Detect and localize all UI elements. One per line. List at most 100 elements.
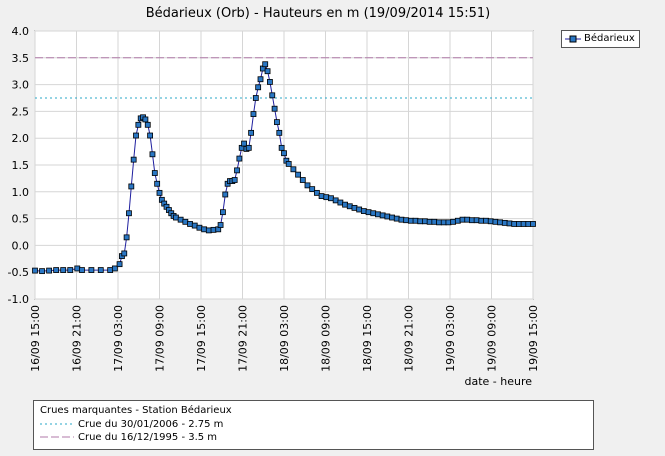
data-point <box>252 95 259 101</box>
x-tick-label: 16/09 21:00 <box>71 305 84 372</box>
data-point <box>360 208 367 214</box>
data-point <box>309 186 316 193</box>
data-point <box>473 217 480 224</box>
data-point <box>255 84 262 91</box>
data-point <box>267 79 273 85</box>
data-point <box>478 217 485 224</box>
legend-marker <box>565 35 581 43</box>
data-point <box>269 92 276 99</box>
data-point <box>384 213 391 220</box>
data-point <box>271 105 278 112</box>
data-point <box>241 140 247 147</box>
data-point <box>407 217 414 224</box>
data-point <box>497 219 504 226</box>
data-point <box>154 180 161 187</box>
y-axis-ticks: 4.0 3.5 3.0 2.5 2.0 1.5 1.0 0.5 0.0 -0.5 -1.0 <box>8 25 29 306</box>
y-tick-label: 0.5 <box>12 213 30 226</box>
data-point <box>431 218 438 225</box>
x-tick-label: 18/09 21:00 <box>403 305 416 372</box>
x-tick-label: 18/09 03:00 <box>278 305 291 372</box>
reference-lines <box>35 57 533 99</box>
data-point <box>445 219 452 226</box>
data-point <box>97 267 104 273</box>
data-point <box>234 167 240 174</box>
x-tick-label: 18/09 09:00 <box>320 305 333 372</box>
data-point <box>191 222 198 229</box>
data-point <box>231 177 238 183</box>
data-point <box>356 206 363 213</box>
data-point <box>426 218 433 225</box>
data-point <box>370 210 377 217</box>
data-point <box>121 250 128 257</box>
y-tick-label: 4.0 <box>12 25 30 38</box>
reference-notes: Crues marquantes - Station Bédarieux Cru… <box>33 400 594 450</box>
x-tick-label: 19/09 09:00 <box>486 305 499 372</box>
data-point <box>290 166 297 173</box>
x-tick-label: 17/09 21:00 <box>237 305 250 372</box>
data-point <box>147 132 154 139</box>
data-point <box>365 209 372 216</box>
data-point <box>151 170 158 176</box>
data-point <box>222 191 229 198</box>
data-point <box>149 151 156 158</box>
data-point <box>74 265 81 272</box>
data-point <box>487 218 494 225</box>
data-point <box>142 116 149 123</box>
data-point <box>274 119 280 126</box>
data-point <box>342 201 348 208</box>
data-point <box>516 221 522 227</box>
y-tick-label: 3.0 <box>12 79 30 92</box>
data-point <box>257 76 264 83</box>
data-point <box>398 216 405 223</box>
data-point <box>464 216 471 223</box>
legend-label: Bédarieux <box>584 33 635 44</box>
data-point <box>123 234 130 241</box>
data-point <box>351 204 358 211</box>
y-tick-label: -1.0 <box>8 293 29 306</box>
x-axis-ticks: 16/09 15:00 16/09 21:00 17/09 03:00 17/09 0… <box>29 305 540 372</box>
x-tick-label: 17/09 15:00 <box>195 305 208 372</box>
data-point <box>276 129 283 136</box>
x-tick-label: 17/09 09:00 <box>154 305 167 372</box>
notes-title: Crues marquantes - Station Bédarieux <box>40 405 232 416</box>
data-point <box>403 217 410 224</box>
data-point <box>422 218 428 225</box>
data-point <box>440 219 447 226</box>
data-point <box>39 268 45 275</box>
data-point <box>250 111 257 117</box>
x-axis-label: date - heure <box>464 375 532 388</box>
data-point <box>107 267 114 273</box>
note-text: Crue du 16/12/1995 - 3.5 m <box>78 432 218 443</box>
dotted-line-icon <box>40 423 74 425</box>
data-point <box>295 171 301 178</box>
data-point <box>130 156 137 163</box>
data-point <box>187 221 193 227</box>
data-point <box>412 217 419 224</box>
data-point <box>133 132 139 139</box>
data-point <box>67 267 74 273</box>
data-point <box>128 183 135 190</box>
data-point <box>393 215 400 222</box>
data-point <box>454 217 461 224</box>
data-point <box>126 210 132 217</box>
data-point <box>379 212 386 219</box>
data-point <box>135 121 142 128</box>
data-point <box>511 221 518 227</box>
data-point <box>436 219 442 226</box>
data-point <box>525 221 532 227</box>
y-tick-label: 3.5 <box>12 52 30 65</box>
data-point <box>459 216 466 223</box>
data-point <box>389 214 395 221</box>
dashed-line-icon <box>40 436 74 438</box>
data-point <box>337 199 344 206</box>
series-bedarieux <box>32 61 536 275</box>
data-point <box>450 218 457 225</box>
data-point <box>248 129 255 136</box>
data-point <box>285 161 292 167</box>
note-crue-2006: Crue du 30/01/2006 - 2.75 m <box>40 419 223 430</box>
x-tick-label: 17/09 03:00 <box>112 305 125 372</box>
data-point <box>210 226 217 233</box>
data-point <box>346 203 353 210</box>
data-point <box>278 144 285 151</box>
data-point <box>323 194 330 201</box>
